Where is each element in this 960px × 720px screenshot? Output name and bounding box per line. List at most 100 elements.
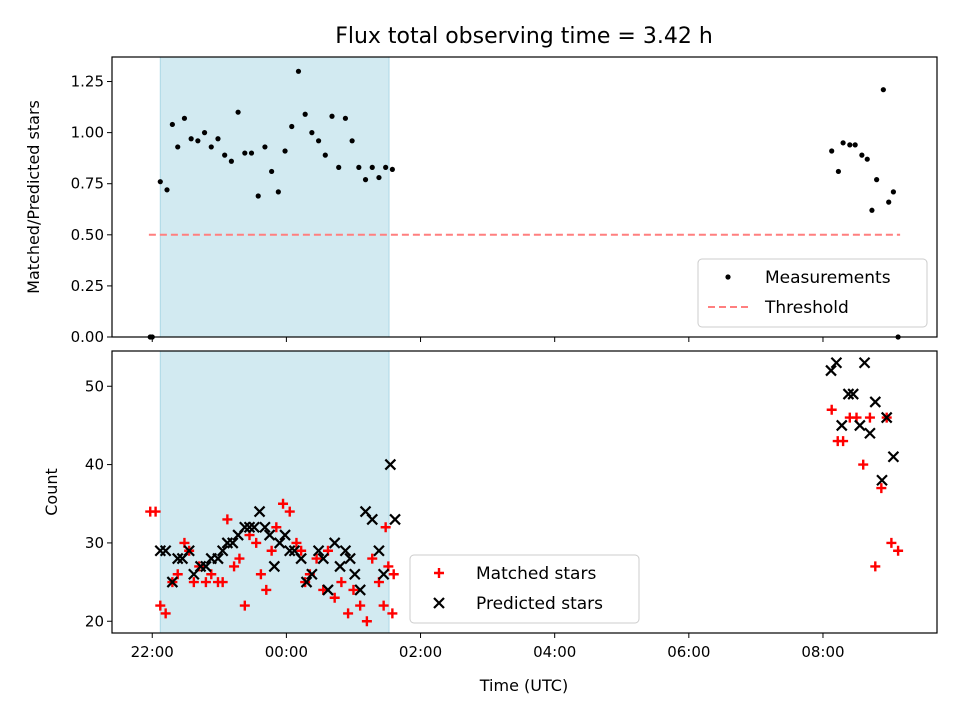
matched-star-point bbox=[217, 577, 228, 588]
matched-star-point bbox=[271, 522, 282, 533]
predicted-star-point bbox=[869, 396, 882, 408]
count-panel: 20 30 40 50 22:00 00:00 02:00 04:00 06:00 08:00 Ma… bbox=[85, 350, 938, 661]
matched-star-point bbox=[200, 577, 211, 588]
predicted-star-point bbox=[880, 411, 893, 424]
measurement-point bbox=[322, 152, 328, 158]
measurement-point bbox=[201, 130, 208, 136]
predicted-star-point bbox=[212, 552, 224, 565]
predicted-star-point bbox=[825, 364, 837, 377]
legend-label-measurements: Measurements bbox=[765, 268, 891, 288]
matched-star-point bbox=[361, 616, 372, 627]
predicted-star-point bbox=[216, 544, 229, 557]
predicted-star-point bbox=[373, 544, 385, 557]
measurement-point bbox=[248, 150, 255, 156]
measurement-point bbox=[852, 142, 858, 148]
measurement-point bbox=[169, 121, 175, 128]
matched-star-point bbox=[251, 537, 262, 548]
x-tick-label: 00:00 bbox=[265, 643, 308, 661]
matched-star-point bbox=[893, 545, 904, 556]
matched-star-point bbox=[348, 584, 359, 595]
predicted-star-point bbox=[243, 521, 256, 534]
predicted-star-point bbox=[349, 568, 361, 581]
measurement-point bbox=[840, 140, 846, 146]
legend-marker-matched bbox=[434, 568, 444, 578]
measurement-point bbox=[874, 177, 880, 183]
predicted-star-point bbox=[842, 388, 855, 400]
measurement-point bbox=[376, 174, 382, 181]
predicted-star-point bbox=[864, 427, 876, 440]
matched-star-point bbox=[266, 545, 277, 556]
matched-star-point bbox=[858, 459, 869, 470]
matched-star-point bbox=[870, 561, 881, 572]
measurement-point bbox=[222, 152, 228, 158]
measurement-point bbox=[157, 179, 163, 185]
legend: Matched stars Predicted stars bbox=[409, 554, 640, 624]
measurement-point bbox=[362, 177, 369, 183]
predicted-star-point bbox=[306, 568, 318, 581]
y-tick-label: 1.25 bbox=[71, 73, 104, 91]
predicted-star-point bbox=[384, 458, 397, 471]
legend-box bbox=[409, 554, 640, 624]
predicted-star-point bbox=[183, 544, 195, 557]
predicted-star-point bbox=[279, 529, 291, 541]
predicted-star-point bbox=[300, 576, 313, 588]
predicted-star-point bbox=[317, 552, 330, 565]
measurement-point bbox=[195, 138, 201, 144]
matched-star-point bbox=[255, 569, 266, 580]
measurement-point bbox=[208, 144, 214, 150]
matched-star-point bbox=[336, 577, 347, 588]
matched-star-point bbox=[234, 553, 245, 564]
measurement-point bbox=[269, 168, 275, 175]
predicted-star-point bbox=[876, 474, 888, 487]
matched-star-point bbox=[261, 584, 272, 595]
measurement-point bbox=[255, 193, 261, 199]
x-axis-label: Time (UTC) bbox=[479, 676, 568, 695]
predicted-star-point bbox=[171, 552, 184, 565]
predicted-star-point bbox=[253, 505, 266, 518]
measurement-point bbox=[869, 207, 875, 213]
predicted-star-point bbox=[339, 544, 352, 557]
measurement-point bbox=[864, 156, 870, 162]
predicted-star-point bbox=[858, 356, 871, 369]
measurement-point bbox=[847, 142, 853, 148]
matched-star-point bbox=[864, 412, 875, 423]
measurement-point bbox=[215, 136, 221, 142]
measurement-point bbox=[859, 152, 865, 158]
y-tick-label: 1.00 bbox=[71, 124, 104, 142]
measurement-point bbox=[829, 148, 835, 154]
bottom-ylabel: Count bbox=[42, 468, 61, 516]
measurement-point bbox=[262, 144, 268, 150]
measurement-point bbox=[880, 87, 886, 93]
predicted-star-point bbox=[366, 513, 379, 526]
ratio-panel: 0.00 0.25 0.50 0.75 1.00 1.25 Measurements Thre… bbox=[71, 56, 938, 346]
y-tick-label: 30 bbox=[85, 534, 104, 552]
matched-star-point bbox=[284, 506, 295, 517]
y-tick-label: 0.00 bbox=[71, 328, 104, 346]
predicted-star-point bbox=[835, 419, 848, 432]
measurement-point bbox=[302, 111, 308, 117]
measurement-point bbox=[356, 164, 362, 170]
x-tick-label: 22:00 bbox=[131, 643, 174, 661]
measurement-point bbox=[383, 164, 389, 170]
predicted-star-point bbox=[273, 537, 286, 549]
matched-star-point bbox=[239, 600, 250, 611]
measurement-point bbox=[369, 164, 375, 170]
matched-star-point bbox=[838, 436, 849, 447]
measurement-point bbox=[890, 189, 897, 195]
chart-title: Flux total observing time = 3.42 h bbox=[335, 24, 713, 49]
predicted-star-point bbox=[268, 560, 281, 573]
predicted-star-point bbox=[854, 419, 866, 432]
matched-star-point bbox=[229, 561, 240, 572]
predicted-star-point bbox=[159, 544, 172, 557]
predicted-star-point bbox=[354, 584, 366, 596]
measurement-point bbox=[389, 166, 395, 173]
matched-star-point bbox=[311, 553, 322, 564]
predicted-star-point bbox=[830, 356, 843, 369]
predicted-star-point bbox=[295, 552, 307, 565]
measurement-point bbox=[886, 199, 892, 205]
measurement-point bbox=[289, 123, 295, 130]
x-tick-label: 04:00 bbox=[533, 643, 576, 661]
predicted-star-point bbox=[328, 537, 341, 549]
matched-star-point bbox=[388, 569, 399, 580]
predicted-star-point bbox=[377, 568, 390, 581]
